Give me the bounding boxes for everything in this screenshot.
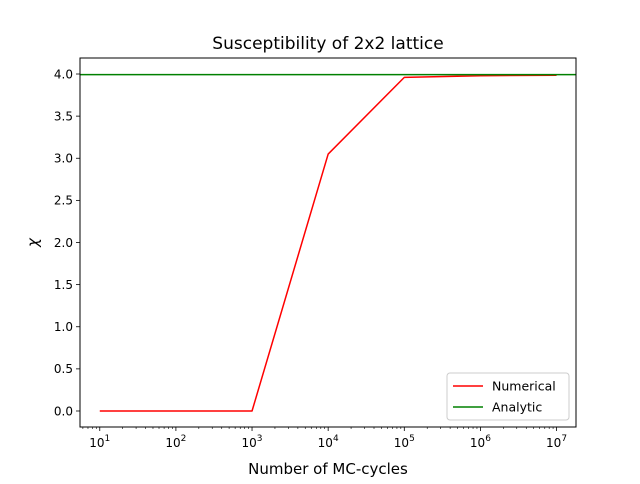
x-tick-label: 103 bbox=[242, 434, 263, 450]
y-tick-label: 3.5 bbox=[54, 109, 73, 123]
legend: Numerical Analytic bbox=[446, 372, 570, 421]
series-line-numerical bbox=[99, 74, 557, 412]
plot-area bbox=[80, 73, 576, 412]
y-tick-label: 1.5 bbox=[54, 278, 73, 292]
x-tick-label: 107 bbox=[546, 434, 567, 450]
y-tick-label: 2.5 bbox=[54, 194, 73, 208]
plot-frame bbox=[79, 57, 577, 428]
x-axis-ticks: 101 102 103 104 105 106 107 bbox=[82, 427, 567, 450]
y-axis-label: χ bbox=[24, 237, 42, 248]
x-tick-label: 106 bbox=[470, 434, 491, 450]
y-tick-label: 0.0 bbox=[54, 404, 73, 418]
series-layer bbox=[80, 73, 576, 412]
legend-label-analytic: Analytic bbox=[492, 400, 542, 415]
chart-title: Susceptibility of 2x2 lattice bbox=[212, 34, 443, 54]
x-tick-label: 105 bbox=[394, 434, 415, 450]
y-tick-label: 3.0 bbox=[54, 152, 73, 166]
legend-box bbox=[446, 372, 570, 421]
x-tick-label: 102 bbox=[165, 434, 186, 450]
x-tick-label: 101 bbox=[89, 434, 110, 450]
legend-label-numerical: Numerical bbox=[492, 379, 556, 394]
x-axis-label: Number of MC-cycles bbox=[248, 460, 408, 478]
x-tick-label: 104 bbox=[318, 434, 339, 450]
y-axis-ticks: 0.0 0.5 1.0 1.5 2.0 2.5 3.0 3.5 4.0 bbox=[54, 67, 80, 418]
y-tick-label: 1.0 bbox=[54, 320, 73, 334]
y-tick-label: 2.0 bbox=[54, 236, 73, 250]
y-tick-label: 4.0 bbox=[54, 67, 73, 81]
y-tick-label: 0.5 bbox=[54, 362, 73, 376]
